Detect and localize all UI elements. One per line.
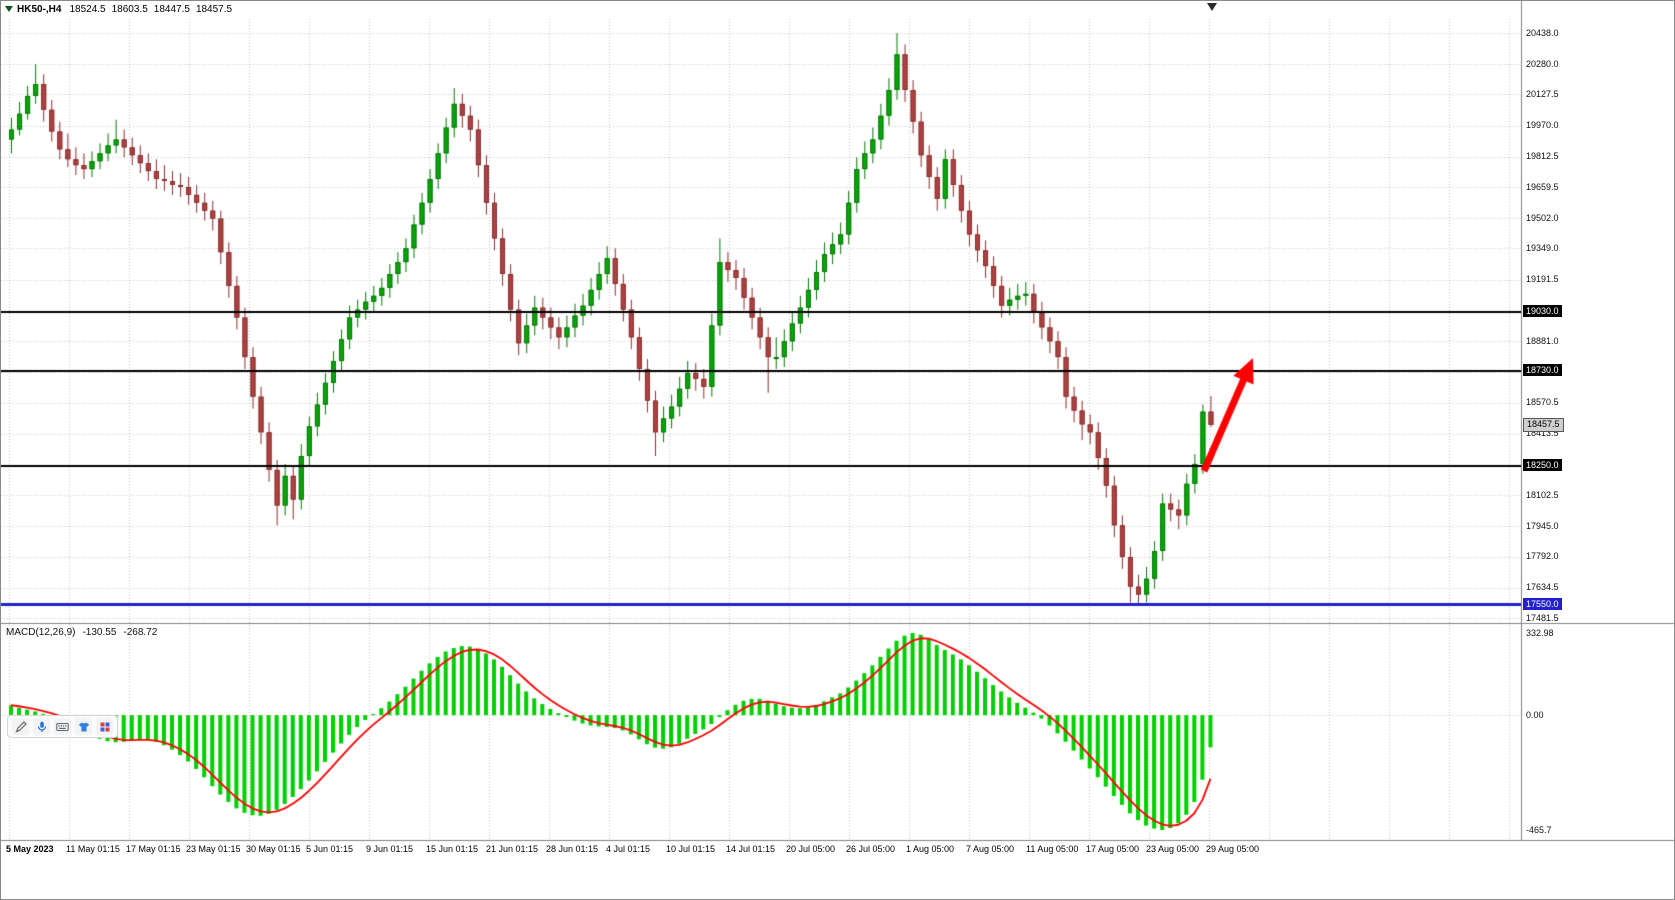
time-axis-label: 29 Aug 05:00 — [1206, 844, 1260, 854]
price-axis-label: 19970.0 — [1526, 120, 1559, 131]
shirt-icon[interactable] — [75, 718, 92, 735]
time-axis-label: 5 Jun 01:15 — [306, 844, 354, 854]
symbol-timeframe-label: HK50-,H4 — [17, 4, 62, 15]
time-axis-label: 5 May 2023 — [6, 844, 54, 854]
price-axis-label: 19191.5 — [1526, 274, 1559, 285]
pen-icon[interactable] — [12, 718, 29, 735]
price-axis-label: 19812.5 — [1526, 151, 1559, 162]
current-price-box: 18457.5 — [1523, 418, 1564, 433]
time-axis-label: 28 Jun 01:15 — [546, 844, 599, 854]
price-axis-label: 20280.0 — [1526, 58, 1559, 69]
macd-scale-label: -465.7 — [1526, 824, 1552, 835]
price-axis-label: 19502.0 — [1526, 212, 1559, 223]
chart-header: HK50-,H4 18524.5 18603.5 18447.5 18457.5 — [5, 4, 238, 15]
time-axis-label: 4 Jul 01:15 — [606, 844, 651, 854]
time-axis-label: 9 Jun 01:15 — [366, 844, 414, 854]
time-axis-label: 14 Jul 01:15 — [726, 844, 776, 854]
price-axis-label: 20438.0 — [1526, 27, 1559, 38]
chart-shift-marker[interactable] — [1207, 3, 1217, 11]
macd-value: -130.55 — [82, 627, 117, 638]
time-axis-label: 23 Aug 05:00 — [1146, 844, 1200, 854]
price-axis-label: 19349.0 — [1526, 242, 1559, 253]
time-axis-label: 17 May 01:15 — [126, 844, 181, 854]
apps-grid-icon[interactable] — [96, 718, 113, 735]
price-axis-label: 19659.5 — [1526, 181, 1559, 192]
price-axis-label: 18570.5 — [1526, 397, 1559, 408]
time-axis-label: 1 Aug 05:00 — [906, 844, 955, 854]
time-axis-label: 20 Jul 05:00 — [786, 844, 836, 854]
price-axis-label: 20127.5 — [1526, 88, 1559, 99]
macd-name: MACD(12,26,9) — [6, 627, 76, 638]
price-axis-label: 17792.0 — [1526, 551, 1559, 562]
time-axis-label: 23 May 01:15 — [186, 844, 241, 854]
time-axis-label: 11 May 01:15 — [66, 844, 120, 854]
microphone-icon[interactable] — [33, 718, 50, 735]
time-axis-label: 30 May 01:15 — [246, 844, 301, 854]
time-axis-label: 7 Aug 05:00 — [966, 844, 1015, 854]
time-axis-label: 11 Aug 05:00 — [1026, 844, 1079, 854]
macd-scale-label: 332.98 — [1526, 627, 1554, 638]
macd-signal-value: -268.72 — [123, 627, 158, 638]
hline-price-box[interactable]: 17550.0 — [1523, 597, 1562, 610]
hline-price-box[interactable]: 18730.0 — [1523, 364, 1562, 377]
hline-price-box[interactable]: 19030.0 — [1523, 305, 1562, 318]
price-axis-label: 18102.5 — [1526, 489, 1559, 500]
time-axis[interactable]: 5 May 2023 11 May 01:15 17 May 01:15 23 May… — [1, 841, 1521, 859]
quote-high: 18603.5 — [111, 4, 148, 15]
floating-toolbar — [7, 715, 118, 738]
quote-open: 18524.5 — [69, 4, 106, 15]
price-axis-label: 17634.5 — [1526, 582, 1559, 593]
price-axis-label: 18413.5 — [1526, 428, 1559, 439]
quote-close: 18457.5 — [195, 4, 233, 15]
quote-low: 18447.5 — [153, 4, 190, 15]
time-axis-label: 21 Jun 01:15 — [486, 844, 539, 854]
macd-indicator-label: MACD(12,26,9) -130.55 -268.72 — [6, 627, 164, 638]
time-axis-label: 17 Aug 05:00 — [1086, 844, 1140, 854]
time-axis-label: 10 Jul 01:15 — [666, 844, 716, 854]
hline-price-box[interactable]: 18250.0 — [1523, 459, 1562, 472]
price-axis[interactable]: 20438.0 20280.0 20127.5 19970.0 19812.5 19659… — [1521, 1, 1674, 899]
time-axis-label: 26 Jul 05:00 — [846, 844, 896, 854]
macd-scale-label: 0.00 — [1526, 709, 1544, 720]
time-axis-label: 15 Jun 01:15 — [426, 844, 479, 854]
price-axis-label: 17945.0 — [1526, 520, 1559, 531]
keyboard-icon[interactable] — [54, 718, 71, 735]
symbol-dropdown-icon[interactable] — [5, 6, 13, 13]
price-axis-label: 17481.5 — [1526, 612, 1559, 623]
price-axis-label: 18881.0 — [1526, 335, 1559, 346]
